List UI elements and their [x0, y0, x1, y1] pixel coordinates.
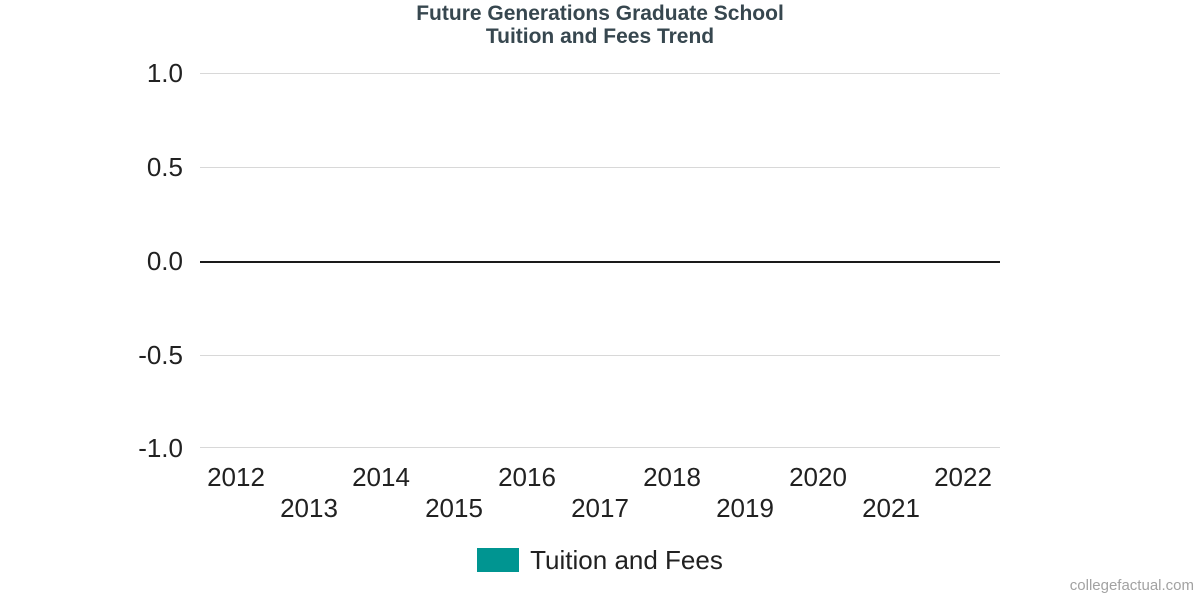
y-axis-tick-label: 0.5	[146, 152, 183, 182]
watermark: collegefactual.com	[1069, 577, 1194, 594]
y-axis-tick-label: 0.0	[146, 246, 183, 276]
x-axis-tick-label: 2021	[862, 493, 920, 523]
gridline	[200, 355, 1000, 356]
x-axis-tick-label: 2017	[571, 493, 629, 523]
legend-label: Tuition and Fees	[530, 545, 723, 575]
x-axis-tick-label: 2015	[425, 493, 483, 523]
legend: Tuition and Fees	[0, 546, 1200, 574]
chart-title: Future Generations Graduate School	[416, 2, 784, 25]
legend-swatch	[477, 548, 520, 572]
x-axis-tick-label: 2019	[716, 493, 774, 523]
x-axis-tick-label: 2013	[280, 493, 338, 523]
y-axis-tick-label: -0.5	[138, 340, 183, 370]
x-axis-tick-label: 2014	[352, 462, 410, 492]
y-axis-tick-label: -1.0	[138, 433, 183, 463]
x-axis-tick-label: 2012	[207, 462, 265, 492]
gridline	[200, 167, 1000, 168]
x-axis-tick-label: 2016	[498, 462, 556, 492]
gridline	[200, 73, 1000, 74]
x-axis-tick-label: 2018	[643, 462, 701, 492]
chart-subtitle: Tuition and Fees Trend	[485, 25, 715, 48]
plot-area	[200, 73, 1000, 448]
gridline	[200, 447, 1000, 448]
x-axis-tick-label: 2020	[789, 462, 847, 492]
y-axis-tick-label: 1.0	[146, 58, 183, 88]
x-axis-tick-label: 2022	[934, 462, 992, 492]
zero-gridline	[200, 261, 1000, 263]
